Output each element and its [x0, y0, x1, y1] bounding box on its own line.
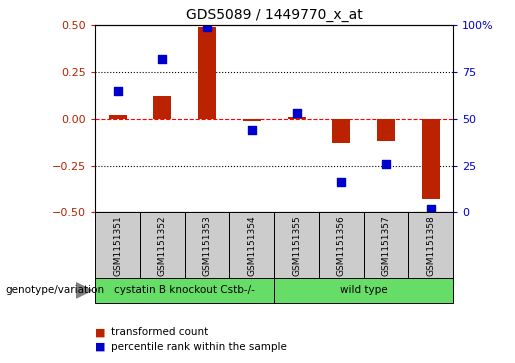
Bar — [422, 119, 440, 199]
Point — [158, 56, 166, 62]
Text: GSM1151351: GSM1151351 — [113, 216, 122, 276]
Bar — [185, 212, 230, 278]
Text: GSM1151358: GSM1151358 — [426, 216, 435, 276]
Title: GDS5089 / 1449770_x_at: GDS5089 / 1449770_x_at — [186, 8, 363, 22]
Text: ■: ■ — [95, 327, 106, 337]
Text: GSM1151357: GSM1151357 — [382, 216, 390, 276]
Bar — [319, 212, 364, 278]
Bar — [274, 278, 453, 303]
Bar — [153, 97, 171, 119]
Point — [248, 127, 256, 133]
Text: cystatin B knockout Cstb-/-: cystatin B knockout Cstb-/- — [114, 285, 255, 295]
Text: GSM1151352: GSM1151352 — [158, 216, 167, 276]
Bar — [377, 119, 395, 141]
Point — [382, 161, 390, 167]
Text: transformed count: transformed count — [111, 327, 208, 337]
Text: GSM1151354: GSM1151354 — [247, 216, 256, 276]
Bar — [332, 119, 350, 143]
Point — [113, 88, 122, 94]
Bar — [109, 115, 127, 119]
Text: percentile rank within the sample: percentile rank within the sample — [111, 342, 287, 352]
Text: GSM1151355: GSM1151355 — [292, 216, 301, 276]
Bar — [95, 278, 274, 303]
Bar — [364, 212, 408, 278]
Point — [337, 180, 346, 185]
Bar — [408, 212, 453, 278]
Text: wild type: wild type — [340, 285, 387, 295]
Text: ■: ■ — [95, 342, 106, 352]
Bar — [230, 212, 274, 278]
Bar — [243, 119, 261, 121]
Point — [203, 24, 211, 30]
Text: GSM1151356: GSM1151356 — [337, 216, 346, 276]
Text: GSM1151353: GSM1151353 — [202, 216, 212, 276]
Bar — [140, 212, 185, 278]
Polygon shape — [76, 283, 92, 298]
Bar — [95, 212, 140, 278]
Bar — [288, 117, 305, 119]
Bar — [274, 212, 319, 278]
Bar — [198, 27, 216, 119]
Point — [427, 206, 435, 212]
Point — [293, 110, 301, 116]
Text: genotype/variation: genotype/variation — [5, 285, 104, 295]
